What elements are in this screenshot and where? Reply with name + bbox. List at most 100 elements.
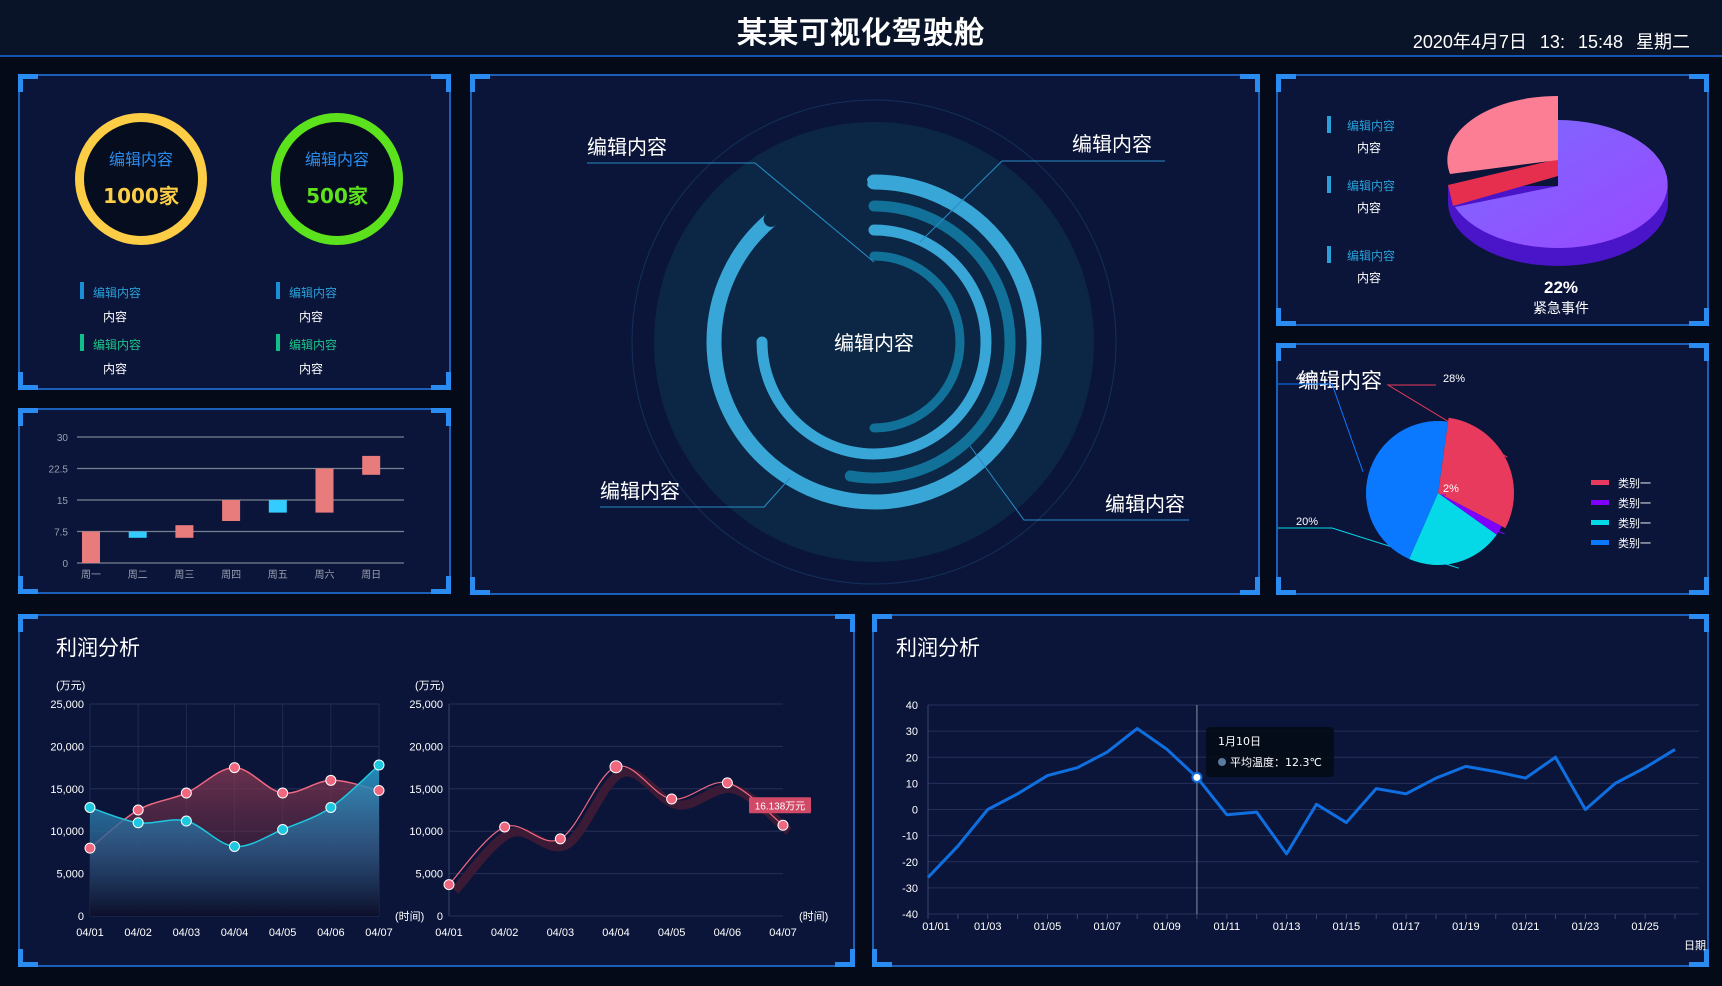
ring-arc [756,224,992,460]
y-tick-label: -40 [902,909,918,921]
data-point [84,801,96,813]
annotation-box [749,797,811,814]
item-marker [80,282,84,299]
item-value: 内容 [1357,201,1382,215]
datetime: 2020年4月7日 13: 15:48 星期二 [1412,32,1690,52]
waterfall-bar [315,468,334,513]
data-point [666,793,678,805]
data-point [554,833,566,845]
data-point [277,787,289,799]
pie-leader-line [1278,383,1364,472]
pie-3d-slice-highlight [1447,95,1558,174]
data-point [229,840,240,852]
x-tick-label: 周日 [361,569,381,581]
y-tick-label: 15 [57,496,69,507]
data-point [180,815,192,827]
legend-swatch [1591,500,1609,505]
x-axis-label: (时间) [799,910,828,923]
item-label: 编辑内容 [1347,119,1396,133]
leader-line [600,477,791,508]
legend-label: 类别一 [1618,476,1651,490]
page-title: 某某可视化驾驶舱 [737,16,985,51]
x-tick-label: 04/02 [124,927,152,939]
y-tick-label: 40 [906,700,918,712]
y-tick-label: -10 [902,831,918,843]
outer-ring [631,99,1117,585]
leader-line [969,445,1189,521]
pie-3d-slice [1455,120,1668,248]
x-tick-label: 01/25 [1631,921,1659,933]
stat-circle: 编辑内容 500家 [271,113,403,245]
stat-label: 编辑内容 [304,150,369,169]
data-point [132,817,144,829]
x-tick-label: 01/09 [1153,921,1181,933]
profit-panel: 利润分析 0 5,000 10,000 15,000 20,000 25,000 04/01… [18,614,855,967]
legend-swatch [1591,540,1609,545]
pie-leader-line [1278,527,1459,569]
tooltip-title: 1月10日 [1218,735,1261,748]
x-tick-label: 01/17 [1392,921,1420,933]
waterfall-panel: 0 7.5 15 22.5 30 周一 周二 周三 周四 周五 周六 周日 [18,408,451,594]
data-point [721,777,733,789]
x-tick-label: 周六 [315,569,335,581]
ring-arc [763,175,868,227]
panel-title: 利润分析 [56,636,140,660]
y-tick-label: 22.5 [49,465,69,476]
panel-title: 利润分析 [896,636,980,660]
data-point [443,879,455,891]
x-tick-label: 01/05 [1034,921,1062,933]
y-tick-label: 15,000 [50,784,84,796]
pie-slice [1366,421,1449,559]
y-tick-label: 15,000 [409,784,443,796]
y-tick-label: 20,000 [50,741,84,753]
series-line [448,765,784,886]
item-marker [1327,246,1331,263]
data-point [499,821,511,833]
x-tick-label: 04/06 [714,927,742,939]
temperature-panel: 利润分析 -40 -30 -20 -10 0 10 20 30 40 01/01 01/03 01/0… [872,614,1709,967]
pie-label: 28% [1443,373,1465,385]
waterfall-bar [128,531,147,538]
event-caption: 紧急事件 [1533,300,1589,316]
x-tick-label: 01/11 [1213,921,1240,933]
ring-label: 编辑内容 [587,136,667,159]
y-tick-label: 5,000 [56,869,84,881]
y-tick-label: 30 [906,726,918,738]
ring-arc [869,251,965,433]
ring-chart: 编辑内容 编辑内容 编辑内容 编辑内容 编辑内容 [587,99,1189,585]
item-label: 编辑内容 [1347,249,1396,263]
item-label: 编辑内容 [289,338,338,352]
tooltip-text: 平均温度：12.3℃ [1230,756,1322,769]
x-tick-label: 04/01 [76,927,104,939]
x-tick-label: 04/05 [269,927,297,939]
y-tick-label: 20,000 [409,741,443,753]
waterfall-bar [362,455,381,475]
y-tick-label: 7.5 [54,528,68,539]
item-value: 内容 [103,310,128,324]
item-label: 编辑内容 [289,286,338,300]
y-tick-label: 25,000 [50,699,84,711]
waterfall-bar [82,531,100,563]
series-area [90,765,379,916]
x-axis-label: 日期 [1684,939,1706,952]
pie-slice [1438,493,1502,535]
series-shadow [451,767,792,894]
pie-label: 20% [1296,516,1318,528]
ring-label: 编辑内容 [1072,133,1152,156]
item-value: 内容 [299,310,324,324]
item-value: 内容 [1357,141,1382,155]
x-tick-label: 01/21 [1512,921,1540,933]
pie-slice [1409,493,1497,565]
item-label: 编辑内容 [1347,179,1396,193]
x-tick-label: 周三 [174,569,194,581]
y-tick-label: 0 [912,805,918,817]
highlight-point [1191,771,1203,783]
x-tick-label: 04/07 [769,927,797,939]
pie-slice [1438,417,1514,529]
leader-line [919,160,1165,243]
x-axis-label: (时间) [395,910,424,923]
stat-value: 500家 [306,184,368,208]
y-axis-label: (万元) [56,680,85,692]
y-tick-label: 10,000 [409,826,443,838]
